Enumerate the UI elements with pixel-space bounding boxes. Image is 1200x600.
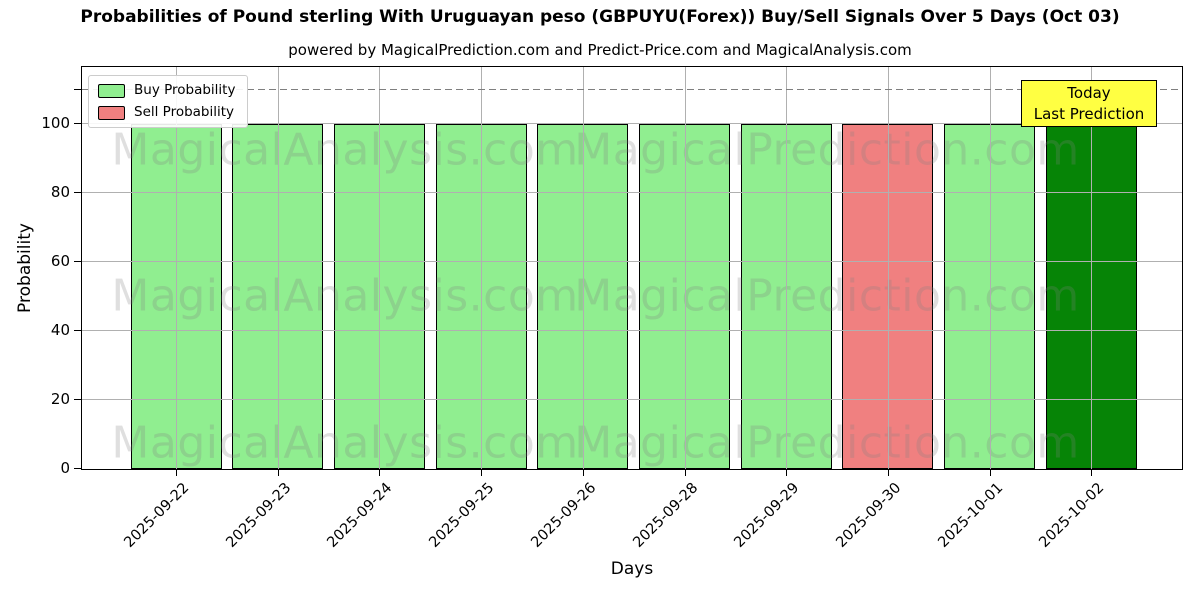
- watermark-analysis-row1: MagicalAnalysis.com: [111, 124, 579, 176]
- y-tick-mark-100: [74, 123, 82, 124]
- threshold-dashed-line: [82, 88, 1182, 91]
- x-tick-mark-2025-10-01: [989, 469, 991, 476]
- y-axis-label: Probability: [15, 223, 35, 313]
- y-tick-label-60: 60: [50, 252, 70, 270]
- gridline-h-40: [82, 330, 1182, 331]
- y-tick-mark-0: [74, 468, 82, 469]
- x-tick-mark-2025-10-02: [1091, 469, 1093, 476]
- gridline-v-2025-09-22: [176, 67, 177, 469]
- buy-swatch-icon: [98, 83, 125, 98]
- gridline-v-2025-09-29: [786, 67, 788, 469]
- y-tick-label-0: 0: [60, 459, 70, 477]
- x-tick-mark-2025-09-29: [786, 469, 788, 476]
- x-tick-mark-2025-09-24: [379, 469, 381, 476]
- gridline-v-2025-09-26: [582, 67, 584, 469]
- y-tick-label-40: 40: [50, 321, 70, 339]
- gridline-h-80: [82, 192, 1182, 193]
- legend-item-sell: Sell Probability: [98, 105, 235, 120]
- legend: Buy Probability Sell Probability: [88, 75, 249, 128]
- x-tick-mark-2025-09-30: [887, 469, 889, 476]
- sell-swatch-icon: [98, 105, 125, 120]
- x-tick-mark-2025-09-23: [277, 469, 279, 476]
- x-tick-mark-2025-09-25: [481, 469, 483, 476]
- y-tick-mark-40: [74, 330, 82, 331]
- gridline-h-100: [82, 123, 1182, 124]
- y-tick-mark-110: [74, 88, 82, 90]
- chart-title: Probabilities of Pound sterling With Uru…: [80, 7, 1120, 27]
- legend-label-buy: Buy Probability: [134, 82, 236, 98]
- watermark-prediction-row2: MagicalPrediction.com: [574, 270, 1080, 322]
- y-tick-label-80: 80: [50, 183, 70, 201]
- gridline-v-2025-09-25: [481, 67, 483, 469]
- plot-area: Buy Probability Sell Probability Today L…: [41, 66, 1183, 551]
- y-tick-label-100: 100: [41, 114, 70, 132]
- watermark-analysis-row2: MagicalAnalysis.com: [111, 270, 579, 322]
- x-tick-mark-2025-09-22: [176, 469, 177, 476]
- y-tick-mark-20: [74, 399, 82, 400]
- gridline-v-2025-09-23: [277, 67, 279, 469]
- chart-subtitle: powered by MagicalPrediction.com and Pre…: [288, 41, 912, 59]
- gridline-v-2025-10-02: [1091, 67, 1093, 469]
- gridline-v-2025-09-28: [684, 67, 686, 469]
- gridline-v-2025-09-30: [887, 67, 889, 469]
- gridline-v-2025-10-01: [989, 67, 991, 469]
- x-tick-mark-2025-09-26: [582, 469, 584, 476]
- watermark-analysis-row3: MagicalAnalysis.com: [111, 417, 579, 469]
- legend-item-buy: Buy Probability: [98, 83, 235, 98]
- y-tick-mark-60: [74, 261, 82, 262]
- gridline-h-60: [82, 261, 1182, 262]
- today-annotation: Today Last Prediction: [1021, 80, 1157, 127]
- x-axis-label: Days: [610, 559, 654, 579]
- watermark-prediction-row3: MagicalPrediction.com: [574, 417, 1080, 469]
- today-annotation-line1: Today: [1067, 84, 1111, 102]
- gridline-h-20: [82, 399, 1182, 400]
- y-tick-mark-80: [74, 192, 82, 193]
- x-tick-mark-2025-09-28: [684, 469, 686, 476]
- legend-label-sell: Sell Probability: [134, 104, 235, 120]
- today-annotation-line2: Last Prediction: [1033, 104, 1145, 123]
- gridline-v-2025-09-24: [379, 67, 381, 469]
- y-tick-label-20: 20: [50, 390, 70, 408]
- watermark-prediction-row1: MagicalPrediction.com: [574, 124, 1080, 176]
